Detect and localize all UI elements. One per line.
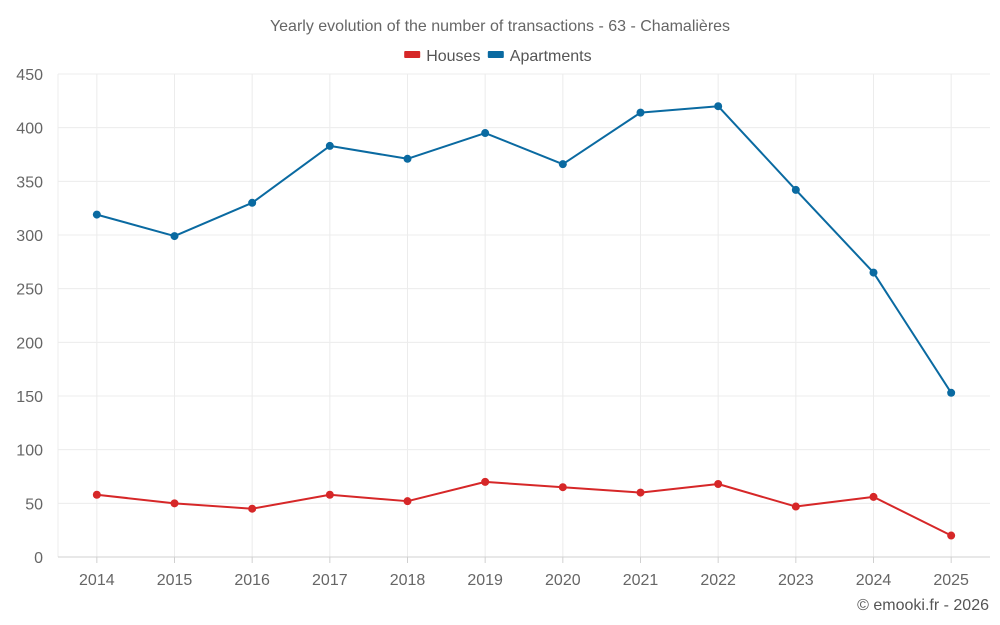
legend-item-houses[interactable]: Houses — [404, 48, 480, 65]
data-point-houses[interactable]: Houses 2023: 47 — [791, 502, 800, 511]
x-tick-label: 2016 — [234, 572, 270, 589]
data-point-houses[interactable]: Houses 2017: 58 — [325, 490, 334, 499]
x-tick-label: 2024 — [856, 572, 892, 589]
legend-label-houses: Houses — [426, 48, 480, 65]
x-axis-ticks: 2014 2015 2016 2017 2018 2019 2020 2021 2022 2023… — [79, 572, 969, 589]
data-point-houses[interactable]: Houses 2024: 56 — [869, 492, 878, 501]
y-tick-label: 200 — [16, 335, 43, 352]
data-point-houses[interactable]: Houses 2020: 65 — [558, 483, 567, 492]
data-point-apartments[interactable]: Apartments 2016: 330 — [248, 198, 257, 207]
data-point-apartments[interactable]: Apartments 2017: 383 — [325, 141, 334, 150]
data-point-houses[interactable]: Houses 2016: 45 — [248, 504, 257, 513]
data-point-houses[interactable]: Houses 2019: 70 — [481, 477, 490, 486]
y-tick-label: 450 — [16, 67, 43, 84]
series-houses: Houses 2014: 58 Houses 2015: 50 Houses 201… — [92, 477, 956, 540]
series-apartments: Apartments 2014: 319 Apartments 2015: 299… — [92, 102, 956, 397]
series-line-apartments — [96, 105, 953, 394]
x-tick-label: 2017 — [312, 572, 348, 589]
data-point-apartments[interactable]: Apartments 2025: 153 — [947, 388, 956, 397]
y-tick-label: 150 — [16, 389, 43, 406]
y-tick-label: 400 — [16, 121, 43, 138]
data-point-apartments[interactable]: Apartments 2022: 420 — [714, 102, 723, 111]
data-point-apartments[interactable]: Apartments 2021: 414 — [636, 108, 645, 117]
x-tick-label: 2023 — [778, 572, 814, 589]
y-tick-label: 350 — [16, 174, 43, 191]
legend-label-apartments: Apartments — [510, 48, 592, 65]
y-tick-label: 300 — [16, 228, 43, 245]
legend: Houses Apartments — [404, 48, 592, 65]
x-tick-label: 2019 — [467, 572, 503, 589]
legend-item-apartments[interactable]: Apartments — [487, 48, 592, 65]
x-tick-label: 2022 — [700, 572, 736, 589]
x-tick-label: 2014 — [79, 572, 115, 589]
y-tick-label: 0 — [34, 550, 43, 567]
series-line-houses — [96, 480, 952, 537]
y-tick-label: 250 — [16, 282, 43, 299]
x-tick-label: 2025 — [933, 572, 969, 589]
x-tick-label: 2018 — [390, 572, 426, 589]
y-tick-label: 50 — [25, 496, 43, 513]
data-point-houses[interactable]: Houses 2018: 52 — [403, 497, 412, 506]
legend-swatch-houses — [404, 51, 421, 58]
data-point-apartments[interactable]: Apartments 2014: 319 — [92, 210, 101, 219]
data-point-apartments[interactable]: Apartments 2023: 342 — [791, 185, 800, 194]
y-tick-label: 100 — [16, 443, 43, 460]
credit-text: © emooki.fr - 2026 — [857, 597, 989, 614]
legend-swatch-apartments — [487, 51, 504, 58]
x-tick-label: 2021 — [623, 572, 659, 589]
data-point-apartments[interactable]: Apartments 2018: 371 — [403, 154, 412, 163]
chart-title: Yearly evolution of the number of transa… — [270, 18, 730, 35]
data-point-houses[interactable]: Houses 2014: 58 — [92, 490, 101, 499]
x-gridlines — [57, 74, 952, 563]
data-point-apartments[interactable]: Apartments 2015: 299 — [170, 232, 179, 241]
data-point-houses[interactable]: Houses 2021: 60 — [636, 488, 645, 497]
data-point-apartments[interactable]: Apartments 2024: 265 — [869, 268, 878, 277]
data-point-houses[interactable]: Houses 2025: 20 — [947, 531, 956, 540]
series-group: Houses 2014: 58 Houses 2015: 50 Houses 201… — [92, 102, 956, 540]
y-axis-ticks: 0 50 100 150 200 250 300 350 400 450 — [16, 67, 43, 567]
data-point-apartments[interactable]: Apartments 2020: 366 — [558, 160, 567, 169]
x-tick-label: 2020 — [545, 572, 581, 589]
data-point-houses[interactable]: Houses 2015: 50 — [170, 499, 179, 508]
x-tick-label: 2015 — [157, 572, 193, 589]
data-point-houses[interactable]: Houses 2022: 68 — [714, 480, 723, 489]
data-point-apartments[interactable]: Apartments 2019: 395 — [481, 129, 490, 138]
y-gridlines — [58, 73, 990, 504]
